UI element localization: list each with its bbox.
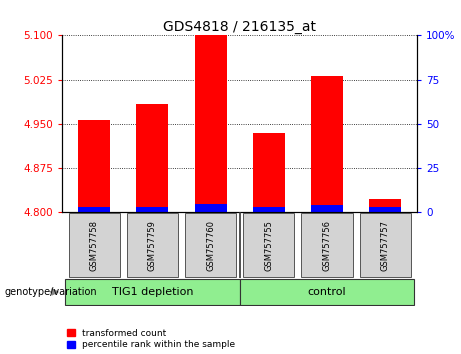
Text: GSM757760: GSM757760 xyxy=(206,219,215,271)
FancyBboxPatch shape xyxy=(301,213,353,277)
Bar xyxy=(369,199,401,212)
Bar xyxy=(311,75,343,212)
Bar xyxy=(78,207,110,212)
Text: control: control xyxy=(307,287,346,297)
Bar xyxy=(253,207,285,212)
FancyBboxPatch shape xyxy=(360,213,411,277)
FancyBboxPatch shape xyxy=(243,213,295,277)
Bar xyxy=(78,120,110,212)
Bar xyxy=(195,204,227,212)
Bar xyxy=(253,133,285,212)
FancyBboxPatch shape xyxy=(65,279,240,305)
Bar xyxy=(136,207,168,212)
Title: GDS4818 / 216135_at: GDS4818 / 216135_at xyxy=(163,21,316,34)
Text: TIG1 depletion: TIG1 depletion xyxy=(112,287,193,297)
Text: GSM757759: GSM757759 xyxy=(148,220,157,270)
Text: GSM757756: GSM757756 xyxy=(323,219,331,271)
Text: GSM757757: GSM757757 xyxy=(381,219,390,271)
Bar xyxy=(136,104,168,212)
Bar xyxy=(311,205,343,212)
FancyBboxPatch shape xyxy=(127,213,178,277)
Legend: transformed count, percentile rank within the sample: transformed count, percentile rank withi… xyxy=(67,329,235,349)
FancyBboxPatch shape xyxy=(185,213,236,277)
Text: GSM757755: GSM757755 xyxy=(264,220,273,270)
FancyBboxPatch shape xyxy=(69,213,120,277)
FancyBboxPatch shape xyxy=(240,279,414,305)
Bar xyxy=(195,35,227,212)
Text: genotype/variation: genotype/variation xyxy=(5,287,97,297)
Bar xyxy=(369,207,401,212)
Text: GSM757758: GSM757758 xyxy=(90,219,99,271)
